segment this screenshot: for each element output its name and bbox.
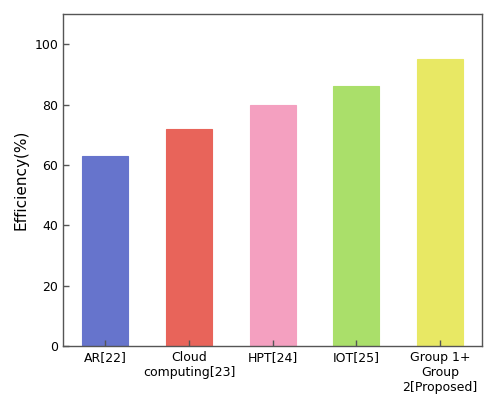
Bar bbox=[82, 156, 128, 346]
Y-axis label: Efficiency(%): Efficiency(%) bbox=[14, 130, 29, 230]
Bar bbox=[333, 86, 379, 346]
Bar bbox=[249, 104, 296, 346]
Bar bbox=[166, 129, 212, 346]
Bar bbox=[417, 59, 463, 346]
